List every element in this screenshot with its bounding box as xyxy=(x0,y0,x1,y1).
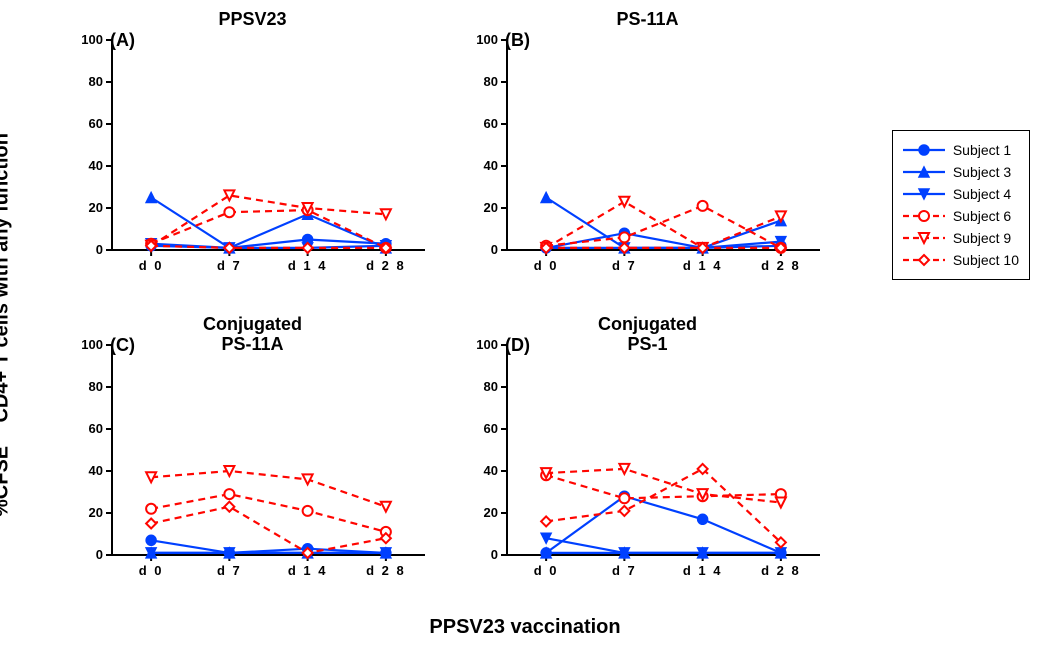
svg-text:d 1 4: d 1 4 xyxy=(683,258,723,273)
legend-item: Subject 10 xyxy=(901,249,1019,271)
legend-swatch xyxy=(901,184,947,204)
legend-swatch xyxy=(901,162,947,182)
svg-text:d 0: d 0 xyxy=(534,563,559,578)
svg-text:20: 20 xyxy=(89,200,103,215)
panel: (B)PS-11A020406080100d 0d 7d 1 4d 2 8 xyxy=(465,10,830,285)
legend-item: Subject 1 xyxy=(901,139,1019,161)
svg-text:d 0: d 0 xyxy=(139,563,164,578)
legend-label: Subject 3 xyxy=(953,164,1011,180)
svg-text:d 1 4: d 1 4 xyxy=(288,258,328,273)
panel: (D)Conjugated PS-1020406080100d 0d 7d 1 … xyxy=(465,315,830,590)
svg-text:d 7: d 7 xyxy=(217,563,242,578)
legend-swatch xyxy=(901,228,947,248)
svg-text:d 2 8: d 2 8 xyxy=(366,258,406,273)
svg-text:d 2 8: d 2 8 xyxy=(366,563,406,578)
svg-text:100: 100 xyxy=(81,32,103,47)
svg-text:20: 20 xyxy=(484,505,498,520)
svg-text:100: 100 xyxy=(476,32,498,47)
svg-text:20: 20 xyxy=(89,505,103,520)
svg-text:d 2 8: d 2 8 xyxy=(761,563,801,578)
svg-text:60: 60 xyxy=(484,116,498,131)
panel: (A)PPSV23020406080100d 0d 7d 1 4d 2 8 xyxy=(70,10,435,285)
legend-item: Subject 6 xyxy=(901,205,1019,227)
svg-text:d 0: d 0 xyxy=(534,258,559,273)
legend: Subject 1 Subject 3 Subject 4 Subject 6 … xyxy=(892,130,1030,280)
svg-text:80: 80 xyxy=(89,74,103,89)
legend-swatch xyxy=(901,206,947,226)
svg-text:0: 0 xyxy=(96,547,103,562)
legend-swatch xyxy=(901,140,947,160)
legend-label: Subject 6 xyxy=(953,208,1011,224)
svg-text:100: 100 xyxy=(476,337,498,352)
svg-text:100: 100 xyxy=(81,337,103,352)
panel-title: PPSV23 xyxy=(218,10,286,30)
y-axis-label: %CFSElowCD4+ T cells with any function xyxy=(0,133,13,517)
svg-text:0: 0 xyxy=(96,242,103,257)
svg-text:60: 60 xyxy=(89,116,103,131)
svg-text:40: 40 xyxy=(484,463,498,478)
legend-swatch xyxy=(901,250,947,270)
panel-title: PS-11A xyxy=(616,10,678,30)
svg-text:d 0: d 0 xyxy=(139,258,164,273)
svg-text:d 7: d 7 xyxy=(612,563,637,578)
svg-text:d 7: d 7 xyxy=(612,258,637,273)
panel-grid: (A)PPSV23020406080100d 0d 7d 1 4d 2 8(B)… xyxy=(70,10,830,590)
legend-label: Subject 10 xyxy=(953,252,1019,268)
svg-text:60: 60 xyxy=(89,421,103,436)
svg-text:80: 80 xyxy=(484,379,498,394)
svg-text:40: 40 xyxy=(484,158,498,173)
svg-text:40: 40 xyxy=(89,158,103,173)
svg-text:60: 60 xyxy=(484,421,498,436)
figure: %CFSElowCD4+ T cells with any function P… xyxy=(10,10,1040,639)
svg-text:d 1 4: d 1 4 xyxy=(683,563,723,578)
svg-text:d 1 4: d 1 4 xyxy=(288,563,328,578)
legend-item: Subject 4 xyxy=(901,183,1019,205)
legend-item: Subject 9 xyxy=(901,227,1019,249)
svg-text:0: 0 xyxy=(491,242,498,257)
x-axis-label: PPSV23 vaccination xyxy=(429,616,620,639)
legend-label: Subject 9 xyxy=(953,230,1011,246)
svg-text:80: 80 xyxy=(484,74,498,89)
svg-text:80: 80 xyxy=(89,379,103,394)
legend-item: Subject 3 xyxy=(901,161,1019,183)
svg-text:d 2 8: d 2 8 xyxy=(761,258,801,273)
svg-text:20: 20 xyxy=(484,200,498,215)
svg-text:d 7: d 7 xyxy=(217,258,242,273)
svg-text:0: 0 xyxy=(491,547,498,562)
svg-text:40: 40 xyxy=(89,463,103,478)
legend-label: Subject 4 xyxy=(953,186,1011,202)
panel: (C)Conjugated PS-11A020406080100d 0d 7d … xyxy=(70,315,435,590)
legend-label: Subject 1 xyxy=(953,142,1011,158)
